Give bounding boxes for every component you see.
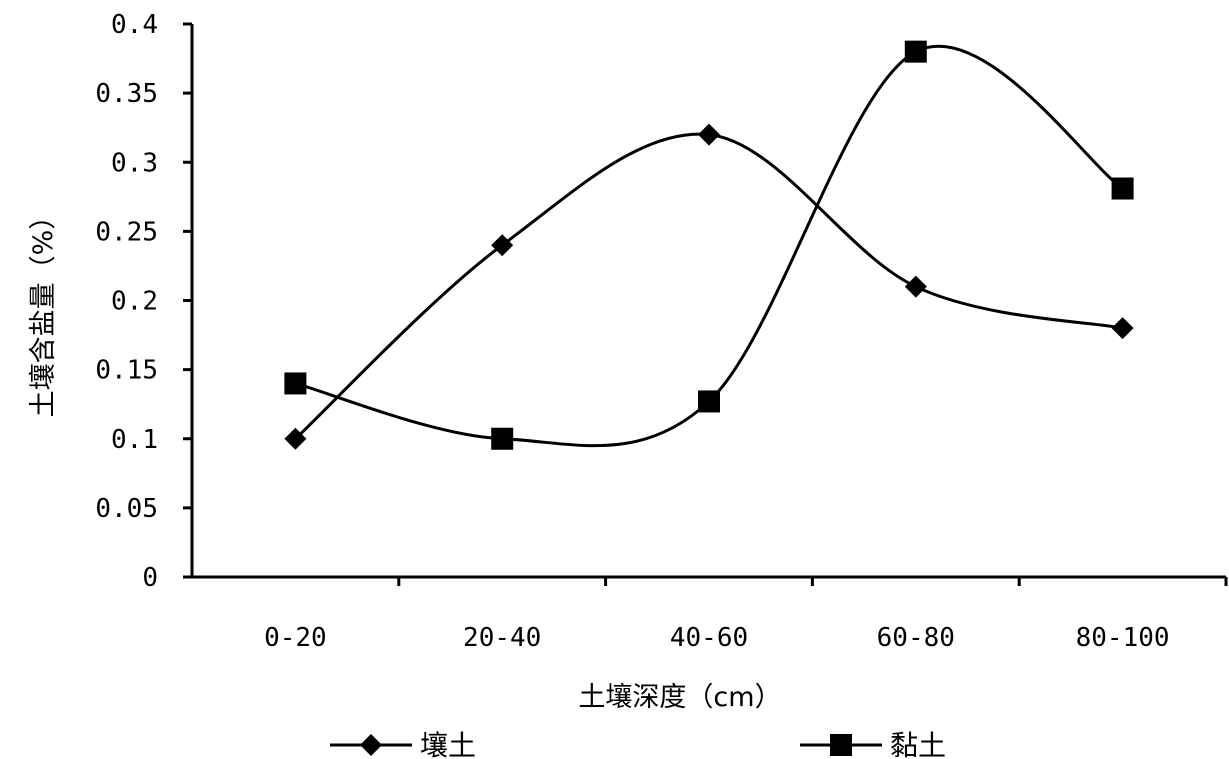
x-tick-label: 0-20	[264, 623, 327, 653]
data-point	[1111, 177, 1134, 200]
y-axis-title: 土壤含盐量（%）	[28, 203, 59, 418]
y-tick-label: 0.05	[95, 494, 158, 524]
data-point	[1111, 317, 1134, 340]
x-axis-title: 土壤深度（cm）	[578, 682, 781, 713]
y-tick-label: 0.2	[111, 287, 158, 317]
data-point	[698, 390, 720, 413]
x-tick-label: 40-60	[670, 623, 748, 653]
series-line	[295, 44, 1124, 448]
x-tick-label: 20-40	[463, 623, 541, 653]
data-point	[698, 123, 720, 146]
legend-diamond-marker	[360, 734, 382, 756]
x-axis: 0-20 20-40 40-60 60-80 80-100	[192, 575, 1228, 653]
data-point	[904, 275, 927, 298]
y-tick-label: 0.1	[111, 425, 158, 455]
y-tick-label: 0.4	[111, 10, 158, 40]
data-point	[284, 372, 307, 395]
legend-square-marker	[830, 734, 852, 756]
x-tick-label: 60-80	[877, 623, 955, 653]
y-tick-label: 0.35	[95, 79, 158, 109]
y-tick-label: 0.3	[111, 148, 158, 178]
y-axis: 0 0.05 0.1 0.15 0.2 0.25 0.3 0.35 0.4	[95, 10, 194, 593]
y-tick-label: 0.25	[95, 217, 158, 247]
legend: 壤土 黏土	[330, 729, 946, 759]
series-2	[284, 40, 1134, 450]
y-tick-label: 0	[142, 563, 158, 593]
legend-item: 壤土	[330, 729, 476, 759]
legend-label: 黏土	[890, 729, 946, 759]
series-area	[284, 40, 1134, 450]
legend-item: 黏土	[800, 729, 946, 759]
data-point	[904, 40, 927, 63]
y-tick-label: 0.15	[95, 356, 158, 386]
series-1	[284, 123, 1134, 450]
legend-label: 壤土	[420, 729, 476, 759]
data-point	[284, 427, 307, 450]
data-point	[491, 234, 514, 257]
data-point	[491, 427, 514, 450]
x-tick-label: 80-100	[1076, 623, 1170, 653]
